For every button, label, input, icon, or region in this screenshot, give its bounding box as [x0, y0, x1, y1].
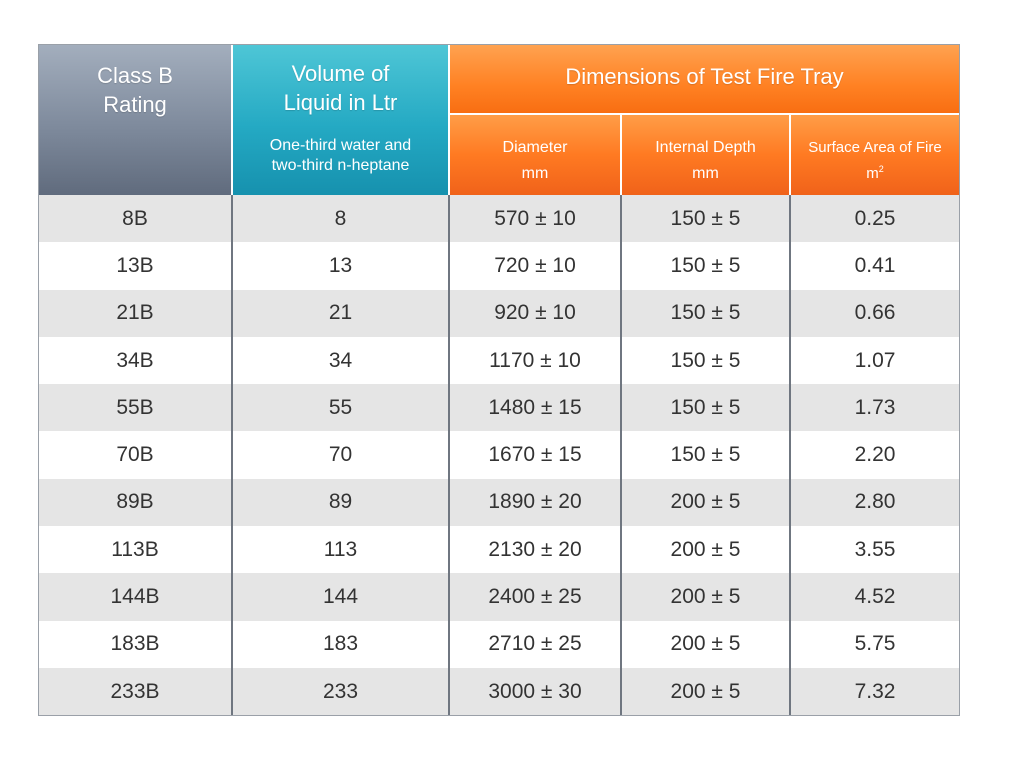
- header-internal-depth: Internal Depth mm: [622, 115, 791, 195]
- cell-internal-depth: 200 ± 5: [622, 573, 791, 621]
- cell-volume: 89: [233, 478, 450, 527]
- cell-internal-depth: 150 ± 5: [622, 242, 791, 290]
- cell-volume: 13: [233, 242, 450, 290]
- cell-surface-area: 4.52: [854, 585, 896, 609]
- cell-class-rating: 233B: [39, 667, 233, 716]
- table-row: 34B 34 1170 ± 10 150 ± 5 1.07: [39, 336, 959, 385]
- cell-surface-area: 3.55: [854, 537, 896, 561]
- table-row: 8B 8 570 ± 10 150 ± 5 0.25: [39, 195, 959, 243]
- cell-surface-area: 1.07: [854, 348, 896, 372]
- cell-surface-area: 1.73: [854, 395, 896, 419]
- fire-tray-table: Class B Rating Volume of Liquid in Ltr O…: [38, 44, 960, 716]
- cell-volume: 144: [233, 573, 450, 621]
- table-body: 8B 8 570 ± 10 150 ± 5 0.25 13B 13 720 ± …: [39, 195, 959, 716]
- table-row: 233B 233 3000 ± 30 200 ± 5 7.32: [39, 667, 959, 716]
- cell-class-rating: 21B: [39, 289, 233, 337]
- cell-internal-depth: 200 ± 5: [622, 620, 791, 668]
- cell-volume: 70: [233, 431, 450, 479]
- cell-diameter: 920 ± 10: [450, 289, 622, 337]
- cell-volume: 233: [233, 667, 450, 716]
- cell-internal-depth: 200 ± 5: [622, 478, 791, 527]
- cell-volume: 34: [233, 336, 450, 385]
- cell-volume: 113: [233, 526, 450, 574]
- cell-class-rating: 55B: [39, 384, 233, 432]
- cell-internal-depth: 200 ± 5: [622, 667, 791, 716]
- header-dimensions-of-test-fire-tray: Dimensions of Test Fire Tray: [450, 45, 959, 115]
- cell-volume: 55: [233, 384, 450, 432]
- table-row: 113B 113 2130 ± 20 200 ± 5 3.55: [39, 526, 959, 574]
- cell-surface-area: 0.25: [854, 206, 896, 230]
- header-volume-of-liquid: Volume of Liquid in Ltr One-third water …: [233, 45, 450, 195]
- header-surface-area-of-fire: Surface Area of Fire m2: [791, 115, 959, 195]
- cell-diameter: 2400 ± 25: [450, 573, 622, 621]
- cell-diameter: 3000 ± 30: [450, 667, 622, 716]
- cell-volume: 21: [233, 289, 450, 337]
- cell-internal-depth: 150 ± 5: [622, 289, 791, 337]
- cell-diameter: 2710 ± 25: [450, 620, 622, 668]
- cell-class-rating: 89B: [39, 478, 233, 527]
- cell-diameter: 1170 ± 10: [450, 336, 622, 385]
- cell-surface-area: 7.32: [854, 679, 896, 703]
- cell-diameter: 1670 ± 15: [450, 431, 622, 479]
- table-row: 89B 89 1890 ± 20 200 ± 5 2.80: [39, 478, 959, 527]
- cell-class-rating: 8B: [39, 195, 233, 243]
- cell-diameter: 2130 ± 20: [450, 526, 622, 574]
- cell-volume: 8: [233, 195, 450, 243]
- table-row: 55B 55 1480 ± 15 150 ± 5 1.73: [39, 384, 959, 432]
- table-row: 70B 70 1670 ± 15 150 ± 5 2.20: [39, 431, 959, 479]
- cell-diameter: 570 ± 10: [450, 195, 622, 243]
- table-row: 13B 13 720 ± 10 150 ± 5 0.41: [39, 242, 959, 290]
- cell-class-rating: 113B: [39, 526, 233, 574]
- cell-internal-depth: 200 ± 5: [622, 526, 791, 574]
- cell-class-rating: 34B: [39, 336, 233, 385]
- cell-internal-depth: 150 ± 5: [622, 384, 791, 432]
- table-row: 144B 144 2400 ± 25 200 ± 5 4.52: [39, 573, 959, 621]
- cell-diameter: 720 ± 10: [450, 242, 622, 290]
- cell-surface-area: 5.75: [854, 632, 896, 656]
- volume-mixture-note: One-third water and two-third n-heptane: [269, 137, 412, 174]
- cell-class-rating: 144B: [39, 573, 233, 621]
- cell-surface-area: 0.41: [854, 253, 896, 277]
- header-class-b-rating: Class B Rating: [39, 45, 233, 195]
- cell-volume: 183: [233, 620, 450, 668]
- table-row: 21B 21 920 ± 10 150 ± 5 0.66: [39, 289, 959, 337]
- cell-internal-depth: 150 ± 5: [622, 336, 791, 385]
- cell-surface-area: 0.66: [854, 301, 896, 325]
- cell-diameter: 1890 ± 20: [450, 478, 622, 527]
- cell-internal-depth: 150 ± 5: [622, 431, 791, 479]
- cell-class-rating: 70B: [39, 431, 233, 479]
- cell-internal-depth: 150 ± 5: [622, 195, 791, 243]
- table-row: 183B 183 2710 ± 25 200 ± 5 5.75: [39, 620, 959, 668]
- cell-diameter: 1480 ± 15: [450, 384, 622, 432]
- cell-surface-area: 2.20: [854, 443, 896, 467]
- cell-class-rating: 13B: [39, 242, 233, 290]
- header-diameter: Diameter mm: [450, 115, 622, 195]
- cell-class-rating: 183B: [39, 620, 233, 668]
- cell-surface-area: 2.80: [854, 490, 896, 514]
